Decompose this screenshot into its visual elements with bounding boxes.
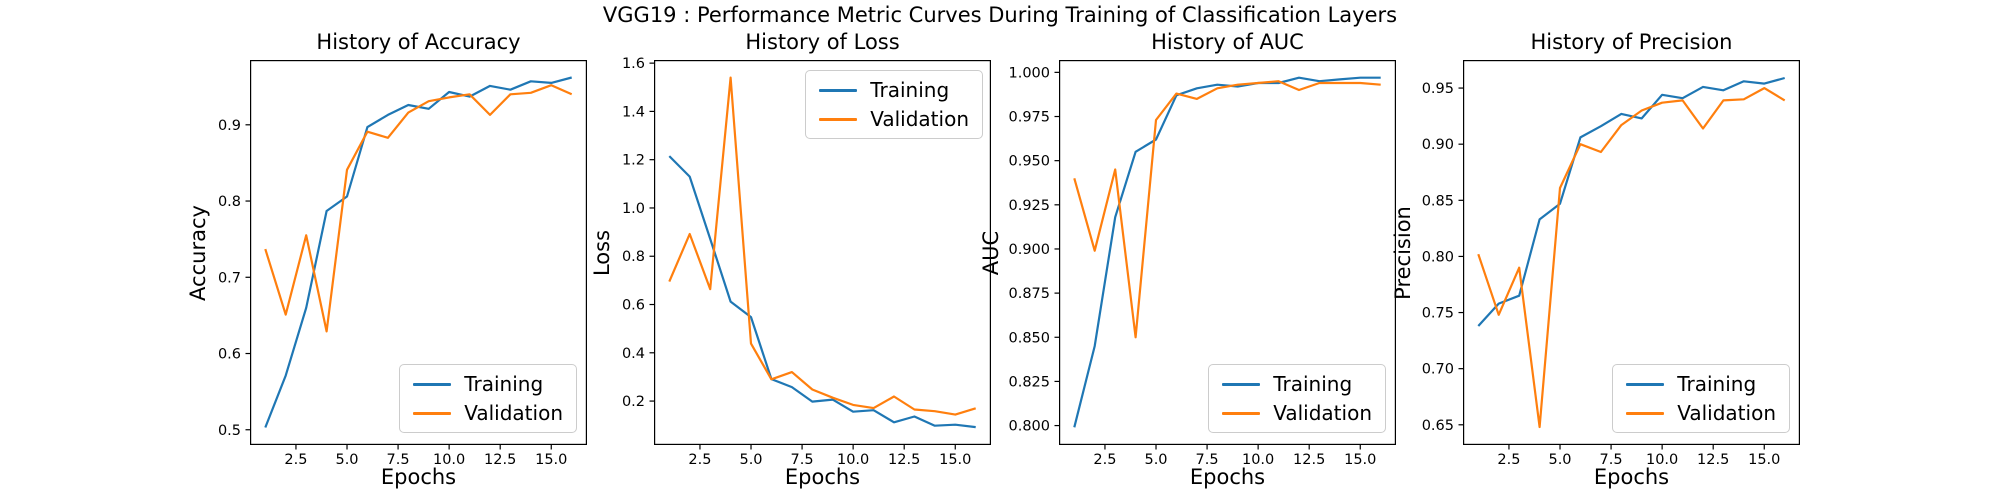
legend: Training Validation bbox=[1208, 364, 1386, 433]
plot-area: 2.5 5.0 7.5 10.0 12.5 15.0 0.800 0.825 0.850 0.87… bbox=[1008, 60, 1396, 468]
validation-line-swatch bbox=[1222, 411, 1261, 415]
svg-text:2.5: 2.5 bbox=[1093, 452, 1116, 468]
svg-text:0.800: 0.800 bbox=[1008, 419, 1050, 435]
training-line-swatch bbox=[413, 382, 452, 386]
svg-text:0.75: 0.75 bbox=[1422, 306, 1454, 322]
plot-title: History of AUC bbox=[1151, 30, 1304, 54]
svg-text:10.0: 10.0 bbox=[837, 452, 869, 468]
validation-line-swatch bbox=[819, 117, 858, 121]
svg-text:2.5: 2.5 bbox=[688, 452, 711, 468]
legend: Training Validation bbox=[805, 70, 983, 139]
subplot-precision: History of Precision Precision Epochs 2.… bbox=[1391, 30, 1800, 489]
subplot-auc: History of AUC AUC Epochs 2.5 5.0 7.5 10.0 1… bbox=[979, 30, 1396, 489]
plot-title: History of Loss bbox=[745, 30, 900, 54]
svg-text:7.5: 7.5 bbox=[1196, 452, 1219, 468]
svg-text:0.900: 0.900 bbox=[1008, 242, 1050, 258]
svg-text:1.000: 1.000 bbox=[1008, 65, 1050, 81]
svg-text:0.8: 0.8 bbox=[218, 194, 241, 210]
svg-text:0.6: 0.6 bbox=[622, 298, 645, 314]
svg-text:15.0: 15.0 bbox=[1748, 452, 1780, 468]
svg-text:15.0: 15.0 bbox=[939, 452, 971, 468]
legend-item-training: Training bbox=[1626, 372, 1776, 396]
svg-text:5.0: 5.0 bbox=[739, 452, 762, 468]
legend-item-training: Training bbox=[819, 78, 969, 102]
legend-label: Training bbox=[870, 78, 950, 102]
svg-text:12.5: 12.5 bbox=[484, 452, 516, 468]
svg-text:0.975: 0.975 bbox=[1008, 110, 1050, 126]
svg-text:1.2: 1.2 bbox=[622, 153, 645, 169]
plot-title: History of Accuracy bbox=[316, 30, 521, 54]
svg-text:0.90: 0.90 bbox=[1422, 137, 1454, 153]
svg-text:12.5: 12.5 bbox=[888, 452, 920, 468]
svg-text:1.4: 1.4 bbox=[622, 104, 645, 120]
svg-text:0.70: 0.70 bbox=[1422, 362, 1454, 378]
svg-text:12.5: 12.5 bbox=[1293, 452, 1325, 468]
legend-label: Validation bbox=[1273, 401, 1372, 425]
subplot-loss: History of Loss Loss Epochs 2.5 5.0 7.5 10.… bbox=[590, 30, 991, 489]
svg-text:0.65: 0.65 bbox=[1422, 418, 1454, 434]
svg-text:1.0: 1.0 bbox=[622, 201, 645, 217]
svg-text:10.0: 10.0 bbox=[433, 452, 465, 468]
legend-label: Validation bbox=[870, 107, 969, 131]
x-axis-label: Epochs bbox=[784, 465, 861, 489]
legend-label: Validation bbox=[1677, 401, 1776, 425]
svg-text:10.0: 10.0 bbox=[1242, 452, 1274, 468]
svg-text:0.7: 0.7 bbox=[218, 270, 241, 286]
svg-text:5.0: 5.0 bbox=[1548, 452, 1571, 468]
x-axis-label: Epochs bbox=[1593, 465, 1670, 489]
svg-text:7.5: 7.5 bbox=[387, 452, 410, 468]
validation-line-swatch bbox=[1626, 411, 1665, 415]
legend-label: Validation bbox=[464, 401, 563, 425]
svg-text:0.9: 0.9 bbox=[218, 118, 241, 134]
svg-text:0.950: 0.950 bbox=[1008, 154, 1050, 170]
legend-label: Training bbox=[464, 372, 544, 396]
svg-text:10.0: 10.0 bbox=[1646, 452, 1678, 468]
svg-text:7.5: 7.5 bbox=[791, 452, 814, 468]
legend-item-validation: Validation bbox=[1222, 401, 1372, 425]
x-axis-label: Epochs bbox=[1189, 465, 1266, 489]
svg-text:0.5: 0.5 bbox=[218, 423, 241, 439]
legend-item-validation: Validation bbox=[413, 401, 563, 425]
svg-text:1.6: 1.6 bbox=[622, 56, 645, 72]
legend-item-validation: Validation bbox=[1626, 401, 1776, 425]
svg-text:15.0: 15.0 bbox=[535, 452, 567, 468]
figure-title: VGG19 : Performance Metric Curves During… bbox=[602, 3, 1398, 27]
legend: Training Validation bbox=[399, 364, 577, 433]
svg-text:0.6: 0.6 bbox=[218, 347, 241, 363]
svg-text:5.0: 5.0 bbox=[1144, 452, 1167, 468]
svg-text:0.850: 0.850 bbox=[1008, 330, 1050, 346]
plot-title: History of Precision bbox=[1530, 30, 1733, 54]
svg-text:0.925: 0.925 bbox=[1008, 198, 1050, 214]
svg-text:2.5: 2.5 bbox=[1497, 452, 1520, 468]
svg-text:2.5: 2.5 bbox=[284, 452, 307, 468]
svg-text:0.4: 0.4 bbox=[622, 346, 645, 362]
x-axis-label: Epochs bbox=[380, 465, 457, 489]
legend-item-training: Training bbox=[1222, 372, 1372, 396]
legend-item-validation: Validation bbox=[819, 107, 969, 131]
svg-text:0.95: 0.95 bbox=[1422, 81, 1454, 97]
legend: Training Validation bbox=[1612, 364, 1790, 433]
validation-line-swatch bbox=[413, 411, 452, 415]
training-line-swatch bbox=[1222, 382, 1261, 386]
subplot-accuracy: History of Accuracy Accuracy Epochs 2.5 5… bbox=[186, 30, 587, 489]
plot-area: 2.5 5.0 7.5 10.0 12.5 15.0 0.5 0.6 0.7 0.8 0.9 bbox=[218, 60, 587, 468]
svg-text:5.0: 5.0 bbox=[335, 452, 358, 468]
legend-label: Training bbox=[1273, 372, 1353, 396]
training-line-swatch bbox=[819, 88, 858, 92]
training-line-swatch bbox=[1626, 382, 1665, 386]
plot-area: 2.5 5.0 7.5 10.0 12.5 15.0 0.65 0.70 0.75 0.80 0.8… bbox=[1422, 60, 1800, 468]
svg-text:0.2: 0.2 bbox=[622, 394, 645, 410]
svg-text:0.80: 0.80 bbox=[1422, 249, 1454, 265]
legend-item-training: Training bbox=[413, 372, 563, 396]
svg-text:0.85: 0.85 bbox=[1422, 193, 1454, 209]
svg-text:7.5: 7.5 bbox=[1600, 452, 1623, 468]
svg-text:0.8: 0.8 bbox=[622, 249, 645, 265]
svg-text:0.825: 0.825 bbox=[1008, 374, 1050, 390]
svg-text:12.5: 12.5 bbox=[1697, 452, 1729, 468]
plot-area: 2.5 5.0 7.5 10.0 12.5 15.0 0.2 0.4 0.6 0.8 1.0 1.2 1… bbox=[622, 56, 991, 468]
legend-label: Training bbox=[1677, 372, 1757, 396]
svg-text:15.0: 15.0 bbox=[1344, 452, 1376, 468]
svg-text:0.875: 0.875 bbox=[1008, 286, 1050, 302]
